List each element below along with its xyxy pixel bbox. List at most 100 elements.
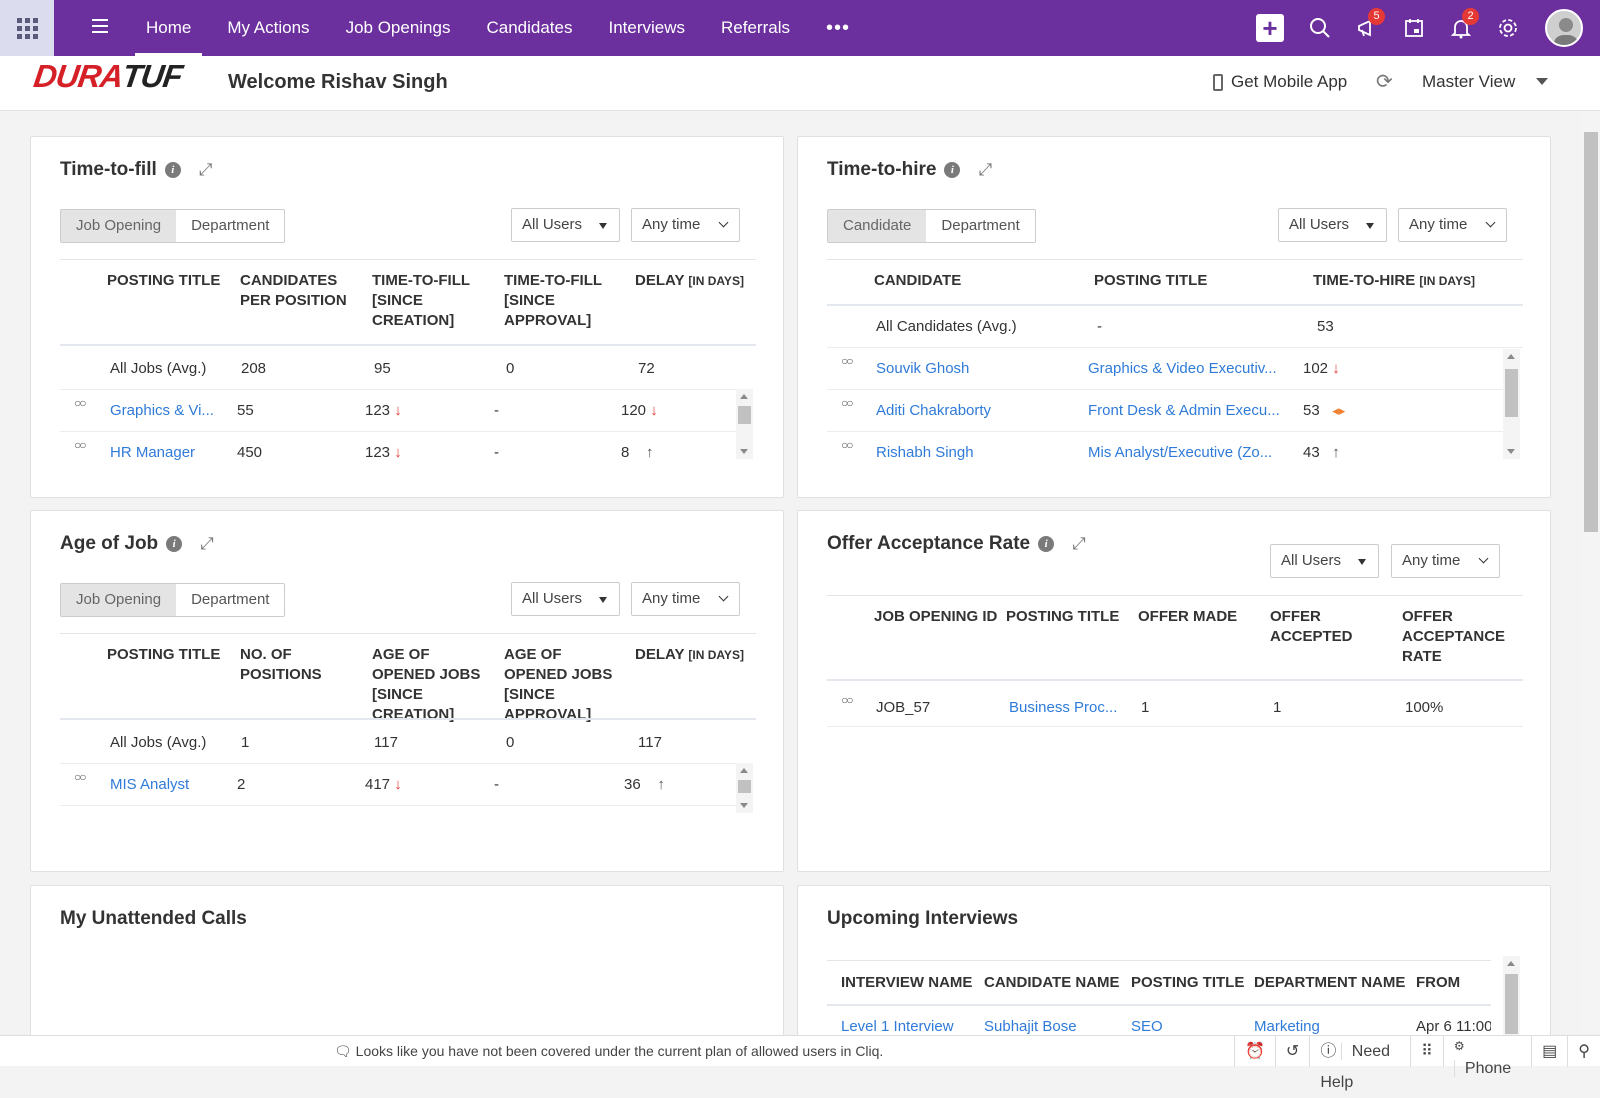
posting-link[interactable]: SEO	[1131, 1018, 1163, 1035]
posting-link[interactable]: Mis Analyst/Executive (Zo...	[1088, 444, 1273, 461]
table-scrollbar[interactable]	[1503, 349, 1520, 459]
department-link[interactable]: Marketing	[1254, 1018, 1320, 1035]
view-details-icon[interactable]: ○○	[841, 693, 853, 707]
dialpad-icon[interactable]: ⠿	[1410, 1036, 1443, 1067]
view-details-icon[interactable]: ○○	[74, 438, 86, 452]
cell-value: 53 ◂▸	[1303, 402, 1346, 419]
chevron-down-icon[interactable]	[1536, 78, 1548, 85]
users-filter[interactable]: All Users	[1278, 208, 1387, 242]
mobile-phone-icon	[1213, 73, 1223, 91]
arrow-down-icon: ↓	[394, 444, 402, 461]
tab-job-opening[interactable]: Job Opening	[61, 210, 177, 242]
bell-icon[interactable]: 2	[1447, 8, 1479, 42]
age-of-job-card: Age of Job i ⤢ Job Opening Department Al…	[30, 510, 784, 872]
candidate-link[interactable]: Souvik Ghosh	[876, 360, 970, 377]
history-icon[interactable]: ↺	[1274, 1036, 1309, 1067]
view-details-icon[interactable]: ○○	[74, 396, 86, 410]
arrow-up-icon: ↑	[657, 776, 665, 793]
posting-link[interactable]: Front Desk & Admin Execu...	[1088, 402, 1280, 419]
nav-candidates[interactable]: Candidates	[486, 18, 573, 37]
expand-icon[interactable]: ⤢	[200, 534, 214, 553]
alarm-icon[interactable]: ⏰	[1234, 1036, 1275, 1067]
upcoming-interviews-card: Upcoming Interviews INTERVIEW NAME CANDI…	[797, 885, 1551, 1045]
tab-department[interactable]: Department	[191, 217, 270, 234]
arrow-up-icon: ↑	[646, 444, 654, 461]
info-icon[interactable]: i	[944, 162, 961, 178]
job-link[interactable]: MIS Analyst	[110, 776, 190, 793]
table-scrollbar[interactable]	[736, 763, 753, 813]
add-icon[interactable]: +	[1256, 14, 1284, 42]
view-selector[interactable]: Master View	[1422, 72, 1516, 91]
users-filter[interactable]: All Users	[511, 208, 620, 242]
cell-value: 102 ↓	[1303, 360, 1340, 377]
col-offer-accepted: OFFER ACCEPTED	[1270, 608, 1353, 645]
cell-value: 72	[638, 360, 655, 377]
candidate-link[interactable]: Aditi Chakraborty	[876, 402, 992, 419]
get-mobile-app-label: Get Mobile App	[1231, 72, 1348, 91]
time-filter[interactable]: Any time	[1391, 544, 1500, 578]
nav-job-openings[interactable]: Job Openings	[345, 18, 451, 37]
col-posting-title: POSTING TITLE	[107, 272, 221, 289]
page-scrollbar[interactable]	[1582, 112, 1600, 1032]
table-scrollbar[interactable]	[736, 389, 753, 459]
job-link[interactable]: Graphics & Vi...	[110, 402, 214, 419]
users-filter[interactable]: All Users	[511, 582, 620, 616]
col-age-approval: AGE OF OPENED JOBS [SINCE APPROVAL]	[504, 646, 613, 723]
tab-candidate[interactable]: Candidate	[828, 210, 927, 242]
interview-link[interactable]: Level 1 Interview	[841, 1018, 954, 1035]
cell-value: 43 ↑	[1303, 444, 1340, 461]
view-details-icon[interactable]: ○○	[841, 396, 853, 410]
expand-icon[interactable]: ⤢	[1072, 534, 1086, 553]
time-filter[interactable]: Any time	[631, 208, 740, 242]
nav-my-actions[interactable]: My Actions	[227, 18, 310, 37]
time-filter[interactable]: Any time	[1398, 208, 1507, 242]
expand-icon[interactable]: ⤢	[198, 160, 213, 179]
campaign-icon[interactable]: 5	[1353, 8, 1385, 42]
search-icon[interactable]	[1306, 14, 1334, 42]
main-nav: Home My Actions Job Openings Candidates …	[128, 0, 868, 56]
card-title: Age of Job	[60, 533, 159, 554]
nav-home[interactable]: Home	[128, 0, 209, 56]
gear-icon[interactable]	[1494, 14, 1522, 42]
nav-referrals[interactable]: Referrals	[721, 18, 790, 37]
tab-job-opening[interactable]: Job Opening	[61, 584, 177, 616]
col-candidate-name: CANDIDATE NAME	[984, 974, 1120, 991]
job-link[interactable]: HR Manager	[110, 444, 196, 461]
refresh-icon[interactable]: ⟳	[1376, 71, 1393, 93]
search-icon[interactable]: ⚲	[1567, 1036, 1600, 1067]
time-filter[interactable]: Any time	[631, 582, 740, 616]
posting-link[interactable]: Business Proc...	[1009, 699, 1118, 716]
tab-department[interactable]: Department	[191, 591, 270, 608]
get-mobile-app-link[interactable]: Get Mobile App	[1213, 72, 1347, 92]
cell-value: 450	[237, 444, 263, 461]
info-icon[interactable]: i	[1038, 536, 1055, 552]
candidate-link[interactable]: Rishabh Singh	[876, 444, 974, 461]
need-help-button[interactable]: ⓘ Need Help	[1309, 1036, 1410, 1091]
view-details-icon[interactable]: ○○	[74, 770, 86, 784]
users-filter[interactable]: All Users	[1270, 544, 1379, 578]
app-launcher-icon[interactable]	[0, 0, 54, 56]
candidate-link[interactable]: Subhajit Bose	[984, 1018, 1077, 1035]
arrow-up-icon: ↑	[1332, 444, 1340, 461]
view-details-icon[interactable]: ○○	[841, 354, 853, 368]
info-icon[interactable]: i	[166, 536, 183, 552]
avatar[interactable]	[1545, 9, 1583, 47]
info-icon[interactable]: i	[164, 162, 181, 178]
cell-value: 55	[237, 402, 254, 419]
table-scrollbar[interactable]	[1503, 956, 1520, 1044]
cell-value: -	[1097, 318, 1102, 335]
cell-value: 1	[241, 734, 250, 751]
hamburger-menu-icon[interactable]	[92, 19, 108, 37]
nav-more[interactable]: •••	[825, 17, 850, 39]
cell-value: Apr 6 11:00 A	[1416, 1018, 1491, 1035]
phone-button[interactable]: ⚙ Phone	[1442, 1036, 1531, 1077]
nav-interviews[interactable]: Interviews	[608, 18, 686, 37]
view-details-icon[interactable]: ○○	[841, 438, 853, 452]
duratuf-logo: DURATUF	[31, 58, 185, 94]
tab-department[interactable]: Department	[941, 217, 1020, 234]
calendar-icon[interactable]	[1400, 14, 1428, 42]
no-change-icon: ◂▸	[1332, 403, 1346, 418]
posting-link[interactable]: Graphics & Video Executiv...	[1088, 360, 1277, 377]
chat-icon[interactable]: ▤	[1531, 1036, 1567, 1067]
expand-icon[interactable]: ⤢	[978, 160, 993, 179]
